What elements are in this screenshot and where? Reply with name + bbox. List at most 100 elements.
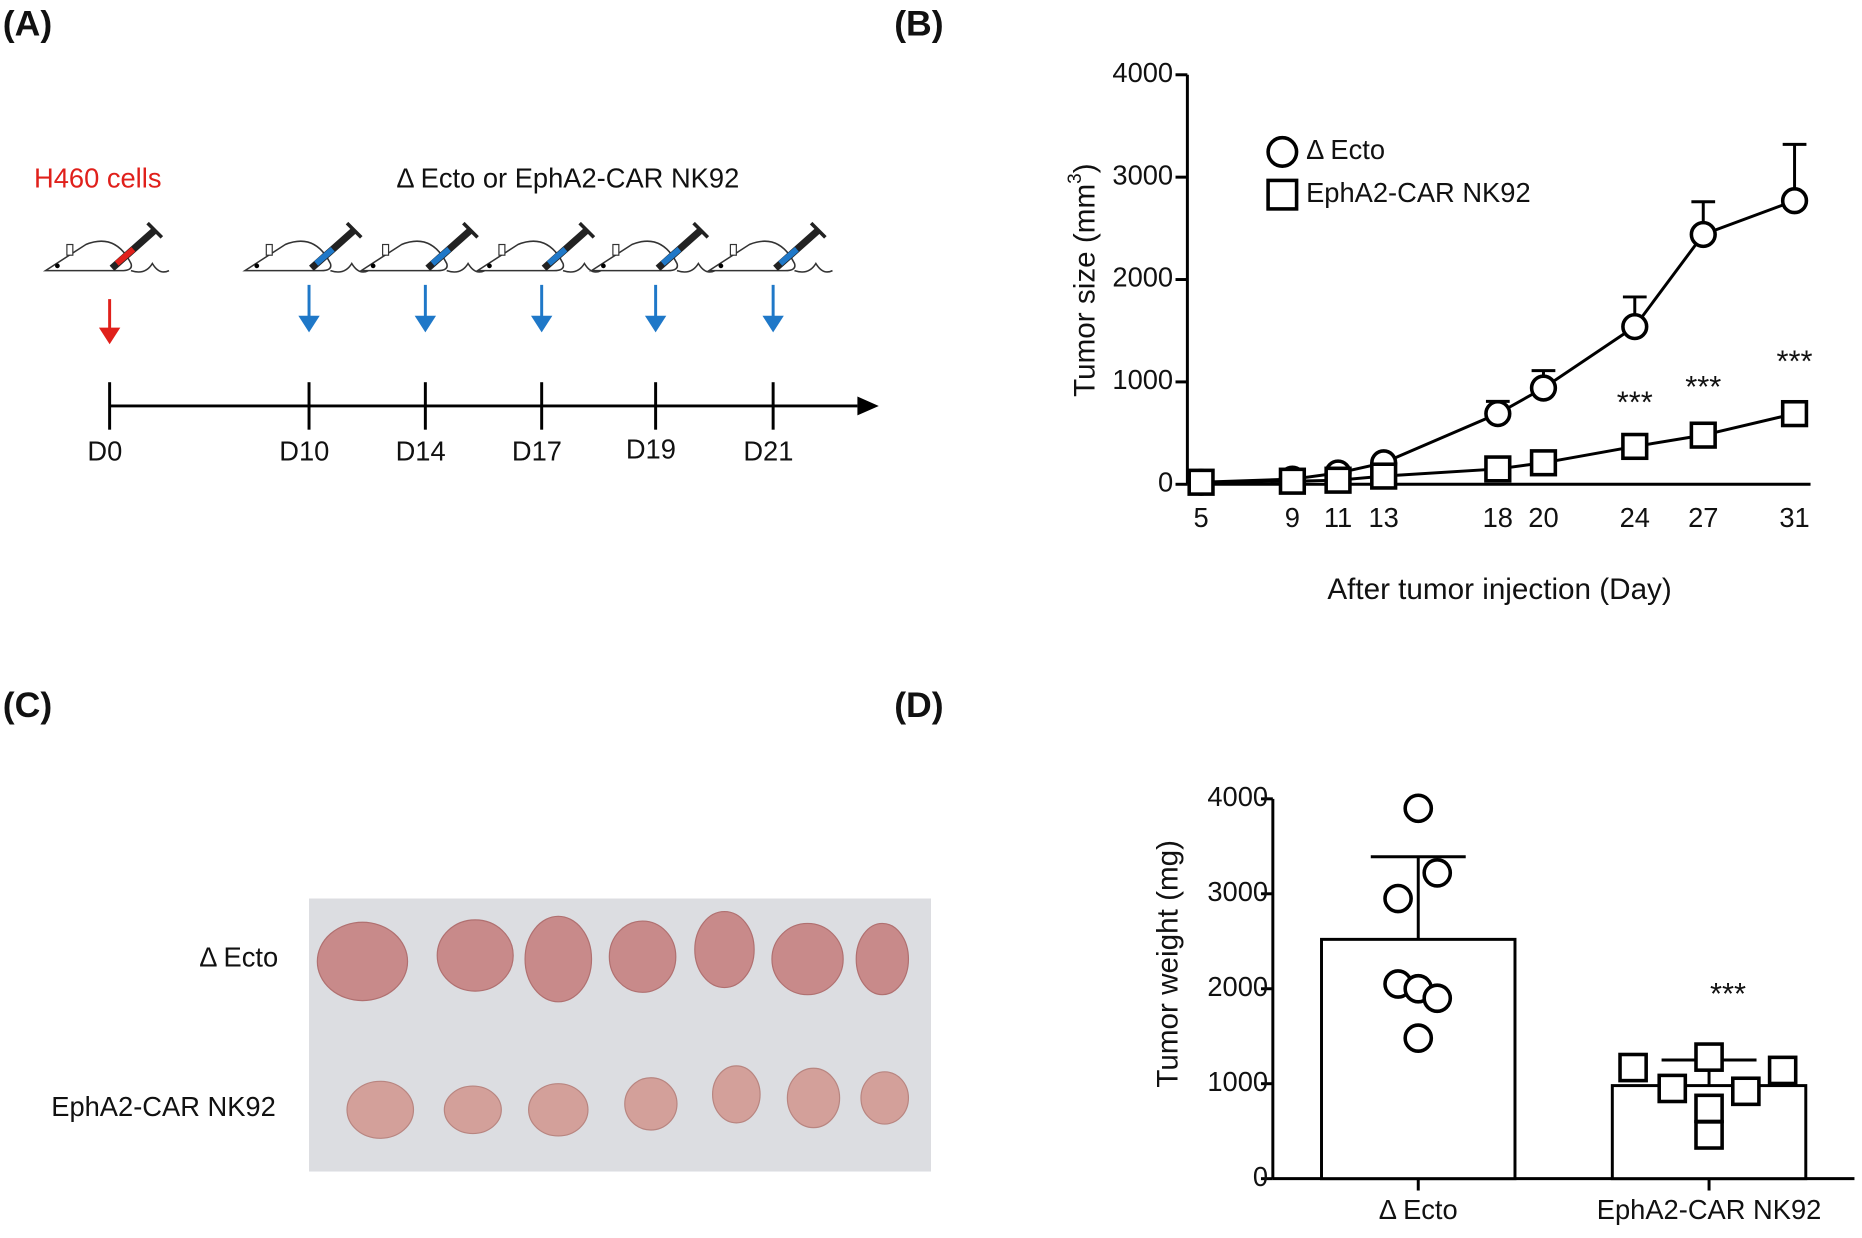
mouse (474, 240, 565, 272)
mouse-tail (130, 262, 170, 273)
treatment-label: Δ Ecto or EphA2-CAR NK92 (396, 163, 739, 194)
tumor (712, 1065, 761, 1124)
marker (1529, 449, 1558, 477)
annotation: *** (1685, 369, 1721, 404)
tumor (528, 1083, 589, 1137)
arrowhead (857, 396, 879, 416)
legend-label: Δ Ecto (1306, 134, 1385, 165)
data-point (1657, 1073, 1688, 1104)
x-tick-label: EphA2-CAR NK92 (1597, 1194, 1822, 1225)
tumor (786, 1067, 841, 1129)
mouse-tail (446, 262, 486, 273)
mouse-ear (66, 243, 74, 256)
arrowhead (644, 315, 667, 333)
panel-label: (C) (3, 685, 52, 725)
data-point (1694, 1093, 1724, 1124)
marker (1187, 468, 1215, 496)
day-label: D21 (743, 436, 793, 467)
mouse-tail (562, 262, 602, 273)
marker (1324, 466, 1352, 494)
y-tick-label: 0 (1253, 1161, 1268, 1192)
marker (1689, 220, 1717, 249)
y-tick-label: 4000 (1112, 57, 1173, 88)
marker (1484, 399, 1512, 428)
plunger (462, 221, 479, 239)
syringe-fill (114, 247, 136, 266)
mouse-ear (498, 243, 506, 256)
mouse-tail (676, 262, 716, 273)
day-label: D0 (87, 436, 122, 467)
annotation: *** (1777, 344, 1813, 379)
day-label: D17 (512, 436, 562, 467)
tumor (443, 1085, 502, 1135)
row-label: EphA2-CAR NK92 (51, 1091, 276, 1122)
x-tick-label: 18 (1483, 502, 1513, 533)
x-tick-label: 5 (1193, 502, 1208, 533)
x-tick-label: 9 (1285, 502, 1300, 533)
x-tick-label: Δ Ecto (1379, 1194, 1458, 1225)
tumor (694, 910, 755, 989)
mouse-eye (370, 263, 376, 269)
y-tick-label: 1000 (1207, 1066, 1268, 1097)
marker (1621, 432, 1649, 461)
tumor (316, 921, 409, 1002)
x-tick-label: 11 (1324, 502, 1352, 533)
arrowhead (762, 315, 784, 333)
y-tick-label: 3000 (1207, 876, 1268, 907)
x-tick-label: 24 (1620, 502, 1650, 533)
x-tick-label: 31 (1779, 502, 1809, 533)
annotation: *** (1617, 385, 1653, 420)
mouse-ear (382, 243, 390, 256)
y-tick-label: 2000 (1207, 971, 1268, 1002)
timeline: H460 cells Δ Ecto or EphA2-CAR NK92 D0 D1… (34, 163, 879, 467)
panel-label: (D) (894, 685, 943, 725)
data-point (1618, 1052, 1648, 1083)
syringe-fill (778, 247, 799, 266)
tumor (771, 922, 844, 996)
plunger (146, 221, 164, 239)
tumors (316, 910, 910, 1139)
legend-marker (1266, 178, 1299, 211)
data-point (1403, 1023, 1434, 1053)
photo: Δ Ecto EphA2-CAR NK92 (51, 898, 931, 1172)
x-tick-label: 27 (1688, 502, 1718, 533)
tumor (608, 920, 677, 993)
y-tick-label: 2000 (1112, 262, 1173, 293)
marker (1780, 399, 1809, 428)
y-axis-label-part: ) (1068, 163, 1101, 173)
data-point (1422, 858, 1453, 888)
tumor (624, 1077, 678, 1131)
day-label: D10 (279, 436, 329, 467)
legend-marker (1266, 135, 1299, 168)
y-tick-label: 3000 (1112, 159, 1173, 190)
plunger (809, 221, 827, 239)
y-axis-label: Tumor size (mm3) (1065, 163, 1102, 397)
data-point (1767, 1055, 1798, 1086)
tumor (346, 1080, 415, 1139)
arrowhead (414, 315, 437, 333)
tumor (436, 919, 514, 992)
x-axis-label: After tumor injection (Day) (1327, 573, 1671, 606)
mouse-eye (601, 263, 606, 269)
marker (1529, 374, 1558, 402)
marker (1278, 467, 1307, 495)
mouse-eye (254, 263, 260, 269)
charts: 0 1000 2000 3000 4000 5 9 11 13 18 20 24 27 31 After t… (1065, 57, 1855, 1225)
mouse-ear (729, 243, 737, 256)
syringe-fill (660, 247, 682, 266)
annotation: *** (1710, 976, 1746, 1011)
plunger (578, 221, 596, 239)
mouse-tail (330, 262, 369, 273)
error-bar (1370, 855, 1466, 940)
syringe-fill (314, 247, 335, 266)
syringe-fill (430, 247, 452, 266)
x-tick-label: 13 (1369, 502, 1399, 533)
data-point (1403, 793, 1434, 824)
arrowhead (98, 327, 121, 345)
mouse-ear (612, 243, 620, 256)
mouse-ear (265, 243, 273, 256)
plunger (345, 221, 363, 239)
timeline-marks: D0 D10 D14 D17 D19 D21 (42, 221, 833, 467)
marker (1370, 462, 1398, 490)
data-point (1422, 983, 1453, 1014)
